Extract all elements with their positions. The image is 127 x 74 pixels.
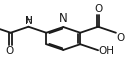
- Text: OH: OH: [99, 46, 115, 56]
- Text: H: H: [25, 16, 32, 25]
- Text: O: O: [6, 46, 14, 56]
- Text: O: O: [95, 4, 103, 14]
- Text: N: N: [59, 12, 68, 25]
- Text: N: N: [25, 16, 32, 26]
- Text: O: O: [117, 33, 125, 43]
